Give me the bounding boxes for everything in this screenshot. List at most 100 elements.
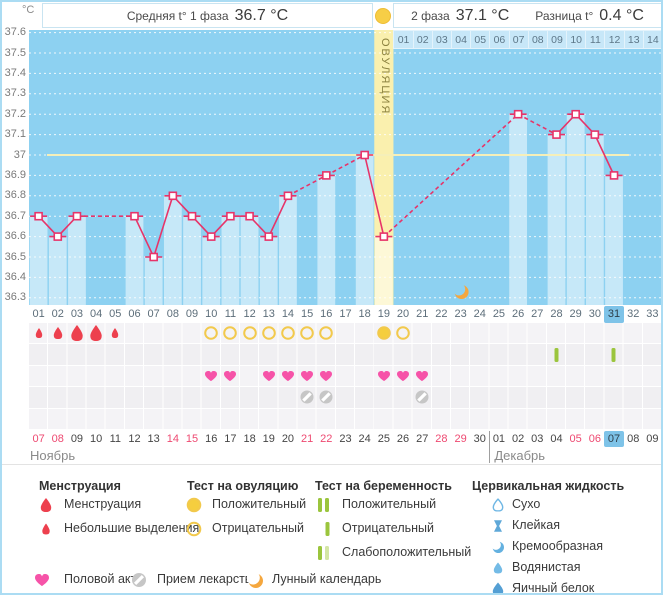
- temp-marker-day-26[interactable]: [513, 109, 523, 119]
- temp-marker-day-13[interactable]: [264, 232, 274, 241]
- cycle-day-28[interactable]: 28: [550, 308, 563, 320]
- medication-pill-icon[interactable]: [415, 390, 429, 404]
- temp-bar-day-16[interactable]: [317, 175, 336, 305]
- intercourse-heart-icon[interactable]: [416, 371, 429, 382]
- temp-bar-day-12[interactable]: [240, 216, 259, 305]
- temp-marker-day-19[interactable]: [379, 232, 389, 241]
- cycle-day-25[interactable]: 25: [492, 308, 506, 320]
- temp-marker-day-3[interactable]: [72, 211, 82, 221]
- cycle-day-16[interactable]: 16: [320, 308, 333, 320]
- temp-bar-day-9[interactable]: [183, 216, 201, 305]
- temp-marker-day-29[interactable]: [571, 109, 580, 119]
- intercourse-heart-icon[interactable]: [281, 371, 294, 382]
- temp-bar-day-19[interactable]: [374, 236, 393, 305]
- ovulation-test-negative-icon[interactable]: [281, 326, 295, 340]
- cycle-day-21[interactable]: 21: [416, 308, 429, 320]
- cycle-day-02[interactable]: 02: [51, 308, 64, 320]
- intercourse-heart-icon[interactable]: [205, 371, 218, 382]
- intercourse-heart-icon[interactable]: [377, 371, 390, 382]
- cycle-day-09[interactable]: 09: [185, 308, 199, 320]
- temp-bar-day-7[interactable]: [144, 257, 163, 305]
- cycle-day-12[interactable]: 12: [243, 308, 256, 320]
- cycle-day-03[interactable]: 03: [70, 308, 84, 320]
- ovulation-test-negative-icon[interactable]: [242, 326, 257, 340]
- cycle-day-23[interactable]: 23: [454, 308, 467, 320]
- temp-marker-day-31[interactable]: [609, 171, 619, 180]
- temp-bar-day-13[interactable]: [259, 236, 278, 305]
- temp-bar-day-1[interactable]: [29, 216, 48, 305]
- cycle-day-27[interactable]: 27: [531, 308, 544, 320]
- menstruation-drop-large[interactable]: [70, 325, 83, 342]
- temp-bar-day-26[interactable]: [509, 114, 528, 305]
- cycle-day-05[interactable]: 05: [109, 308, 122, 320]
- cycle-day-14[interactable]: 14: [281, 308, 295, 320]
- cycle-day-31[interactable]: 31: [604, 306, 624, 323]
- temp-bar-day-14[interactable]: [279, 195, 297, 305]
- menstruation-drop-small[interactable]: [35, 328, 43, 339]
- cycle-day-17[interactable]: 17: [339, 308, 352, 320]
- cycle-day-15[interactable]: 15: [300, 308, 314, 320]
- ovulation-test-negative-icon[interactable]: [204, 326, 219, 340]
- temp-bar-day-28[interactable]: [547, 134, 566, 305]
- temp-bar-day-6[interactable]: [125, 216, 144, 305]
- cycle-day-24[interactable]: 24: [473, 308, 486, 320]
- temp-bar-day-30[interactable]: [585, 134, 604, 305]
- cycle-day-07[interactable]: 07: [147, 308, 160, 320]
- menstruation-drop-small[interactable]: [111, 328, 119, 339]
- intercourse-heart-icon[interactable]: [262, 371, 275, 382]
- temp-bar-day-11[interactable]: [221, 216, 240, 305]
- temp-marker-day-18[interactable]: [360, 150, 369, 160]
- ovulation-test-negative-icon[interactable]: [396, 326, 410, 340]
- ovulation-test-negative-icon[interactable]: [300, 326, 314, 340]
- cycle-day-04[interactable]: 04: [89, 308, 103, 320]
- temp-marker-day-14[interactable]: [283, 191, 293, 201]
- temp-bar-day-10[interactable]: [202, 236, 221, 305]
- cycle-day-19[interactable]: 19: [377, 308, 390, 320]
- temp-marker-day-10[interactable]: [206, 232, 216, 241]
- cycle-day-01[interactable]: 01: [32, 308, 45, 320]
- cycle-day-13[interactable]: 13: [262, 308, 275, 320]
- medication-pill-icon[interactable]: [300, 390, 314, 404]
- temp-bar-day-2[interactable]: [48, 236, 67, 305]
- menstruation-drop-medium[interactable]: [53, 327, 63, 340]
- intercourse-heart-icon[interactable]: [397, 371, 410, 382]
- cycle-day-30[interactable]: 30: [588, 308, 601, 320]
- menstruation-drop-large[interactable]: [90, 325, 103, 342]
- intercourse-heart-icon[interactable]: [320, 371, 333, 382]
- temp-marker-day-2[interactable]: [53, 232, 63, 241]
- temp-bar-day-3[interactable]: [68, 216, 86, 305]
- pregnancy-test-negative-icon[interactable]: [554, 347, 559, 362]
- cycle-day-33[interactable]: 33: [646, 308, 659, 320]
- cycle-day-06[interactable]: 06: [128, 308, 141, 320]
- ovulation-test-positive-icon[interactable]: [377, 326, 391, 340]
- temp-marker-day-6[interactable]: [130, 211, 139, 221]
- temp-bar-day-18[interactable]: [355, 155, 374, 305]
- pregnancy-test-negative-icon[interactable]: [611, 347, 617, 362]
- temp-marker-day-30[interactable]: [590, 130, 600, 139]
- ovulation-test-negative-icon[interactable]: [223, 326, 238, 340]
- cycle-day-08[interactable]: 08: [166, 308, 179, 320]
- temp-bar-day-29[interactable]: [566, 114, 585, 305]
- cycle-day-26[interactable]: 26: [511, 308, 525, 320]
- ovulation-test-negative-icon[interactable]: [261, 326, 276, 340]
- temp-marker-day-9[interactable]: [187, 211, 197, 221]
- ovulation-test-negative-icon[interactable]: [319, 326, 334, 340]
- cycle-day-20[interactable]: 20: [396, 308, 410, 320]
- intercourse-heart-icon[interactable]: [301, 371, 314, 382]
- temp-marker-day-11[interactable]: [226, 211, 235, 221]
- temp-marker-day-12[interactable]: [245, 211, 254, 221]
- cycle-day-10[interactable]: 10: [205, 308, 218, 320]
- cycle-day-29[interactable]: 29: [569, 308, 582, 320]
- intercourse-heart-icon[interactable]: [224, 371, 237, 382]
- temp-marker-day-7[interactable]: [149, 252, 158, 262]
- cycle-day-11[interactable]: 11: [224, 308, 237, 320]
- temp-bar-day-31[interactable]: [605, 175, 623, 305]
- temp-marker-day-16[interactable]: [322, 171, 331, 180]
- cycle-day-32[interactable]: 32: [627, 308, 640, 320]
- cycle-day-22[interactable]: 22: [435, 308, 448, 320]
- medication-pill-icon[interactable]: [319, 390, 333, 404]
- temp-bar-day-8[interactable]: [163, 195, 182, 305]
- temp-marker-day-8[interactable]: [168, 191, 178, 201]
- cycle-day-18[interactable]: 18: [358, 308, 371, 320]
- temp-marker-day-1[interactable]: [34, 211, 43, 221]
